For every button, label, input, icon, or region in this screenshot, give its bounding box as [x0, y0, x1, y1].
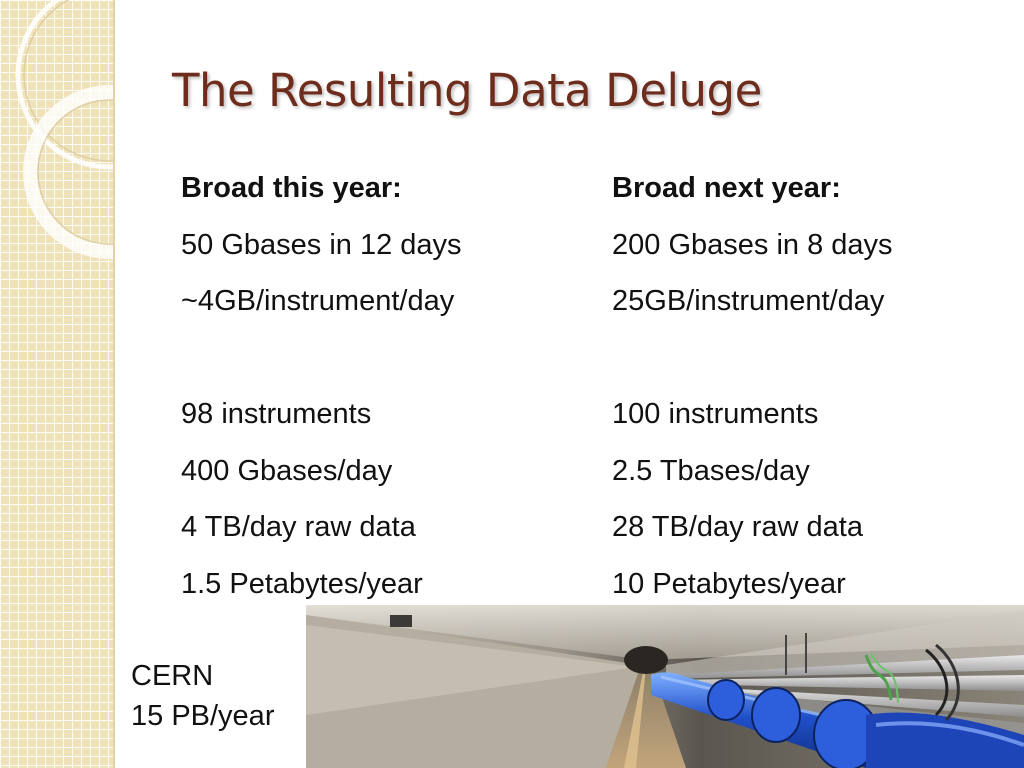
cern-note: CERN 15 PB/year: [131, 656, 274, 736]
right-column: Broad next year: 200 Gbases in 8 days 25…: [612, 160, 893, 612]
right-heading: Broad next year:: [612, 172, 841, 204]
left-column: Broad this year: 50 Gbases in 12 days ~4…: [181, 160, 462, 612]
decorative-side-band: [0, 0, 113, 768]
left-spacer: [181, 330, 462, 387]
left-line-2: ~4GB/instrument/day: [181, 285, 455, 317]
right-line-2: 25GB/instrument/day: [612, 285, 885, 317]
right-line-3: 100 instruments: [612, 398, 819, 430]
tunnel-illustration: [306, 605, 1024, 768]
left-line-1: 50 Gbases in 12 days: [181, 228, 462, 261]
right-line-4: 2.5 Tbases/day: [612, 454, 810, 487]
right-line-6: 10 Petabytes/year: [612, 567, 846, 600]
right-line-1: 200 Gbases in 8 days: [612, 228, 893, 261]
cern-label: CERN: [131, 660, 214, 692]
left-line-3: 98 instruments: [181, 398, 372, 430]
slide-title: The Resulting Data Deluge: [172, 64, 762, 117]
lhc-tunnel-photo: [306, 605, 1024, 768]
left-line-5: 4 TB/day raw data: [181, 511, 416, 543]
left-heading: Broad this year:: [181, 172, 402, 204]
right-line-5: 28 TB/day raw data: [612, 511, 863, 543]
band-edge: [113, 0, 115, 768]
decorative-circles: [15, 0, 113, 259]
right-spacer: [612, 330, 893, 387]
cern-rate: 15 PB/year: [131, 700, 275, 732]
left-line-6: 1.5 Petabytes/year: [181, 567, 423, 600]
left-line-4: 400 Gbases/day: [181, 454, 393, 487]
